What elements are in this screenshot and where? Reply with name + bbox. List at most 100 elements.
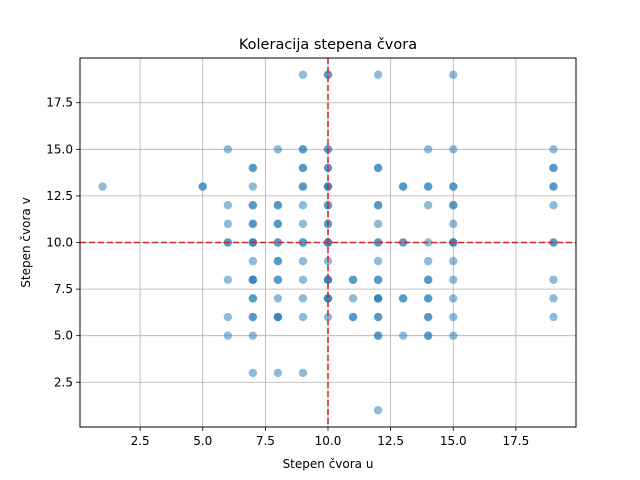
data-point — [398, 182, 408, 191]
data-point — [248, 219, 258, 229]
data-point — [248, 275, 258, 284]
data-point — [424, 312, 433, 322]
data-point — [298, 312, 308, 322]
chart-title: Koleracija stepena čvora — [239, 37, 417, 53]
data-point — [223, 219, 232, 229]
data-point — [248, 163, 258, 173]
data-point — [223, 145, 232, 154]
data-point — [248, 368, 258, 378]
data-point — [273, 275, 283, 284]
data-points — [98, 70, 558, 415]
data-point — [223, 331, 232, 340]
data-point — [98, 182, 107, 191]
y-axis-label: Stepen čvora v — [19, 197, 33, 287]
data-point — [424, 238, 433, 247]
data-point — [373, 331, 383, 340]
data-point — [373, 275, 383, 284]
data-point — [549, 201, 558, 210]
y-tick-label: 2.5 — [54, 375, 73, 389]
data-point — [549, 182, 558, 191]
data-point — [298, 368, 308, 378]
data-point — [373, 294, 383, 303]
data-point — [373, 70, 383, 79]
data-point — [449, 182, 458, 191]
data-point — [248, 182, 258, 191]
data-point — [273, 219, 283, 229]
x-tick-label: 10.0 — [315, 434, 342, 448]
data-point — [373, 201, 383, 210]
data-point — [298, 256, 308, 266]
data-point — [223, 201, 232, 210]
data-point — [424, 256, 433, 266]
data-point — [549, 312, 558, 322]
y-tick-label: 7.5 — [54, 282, 73, 296]
data-point — [449, 256, 458, 266]
data-point — [298, 145, 308, 154]
data-point — [549, 163, 558, 173]
y-tick-label: 12.5 — [46, 189, 73, 203]
data-point — [449, 70, 458, 79]
data-point — [323, 294, 333, 303]
y-tick-label: 15.0 — [46, 142, 73, 156]
data-point — [449, 275, 458, 284]
data-point — [323, 70, 333, 79]
y-tick-label: 17.5 — [46, 96, 73, 110]
x-tick-label: 2.5 — [131, 434, 150, 448]
data-point — [449, 145, 458, 154]
x-axis-ticks: 2.5 5.0 7.5 10.0 12.5 15.0 17.5 — [131, 427, 530, 448]
y-tick-label: 10.0 — [46, 236, 73, 250]
data-point — [549, 294, 558, 303]
data-point — [424, 275, 433, 284]
data-point — [373, 163, 383, 173]
data-point — [298, 294, 308, 303]
data-point — [398, 238, 408, 247]
data-point — [273, 312, 283, 322]
data-point — [398, 294, 408, 303]
data-point — [298, 182, 308, 191]
x-tick-label: 12.5 — [377, 434, 404, 448]
data-point — [424, 331, 433, 340]
data-point — [449, 294, 458, 303]
data-point — [223, 312, 232, 322]
data-point — [348, 312, 358, 322]
data-point — [424, 145, 433, 154]
data-point — [449, 331, 458, 340]
data-point — [248, 312, 258, 322]
y-axis-ticks: 2.5 5.0 7.5 10.0 12.5 15.0 17.5 — [46, 96, 80, 389]
data-point — [273, 256, 283, 266]
data-point — [248, 256, 258, 266]
data-point — [373, 256, 383, 266]
x-axis-label: Stepen čvora u — [283, 457, 374, 471]
data-point — [298, 70, 308, 79]
data-point — [424, 294, 433, 303]
data-point — [449, 219, 458, 229]
data-point — [223, 275, 232, 284]
data-point — [273, 145, 283, 154]
data-point — [298, 201, 308, 210]
data-point — [248, 201, 258, 210]
data-point — [373, 406, 383, 415]
data-point — [298, 163, 308, 173]
data-point — [323, 312, 333, 322]
x-tick-label: 15.0 — [440, 434, 467, 448]
y-tick-label: 5.0 — [54, 329, 73, 343]
data-point — [373, 219, 383, 229]
data-point — [449, 201, 458, 210]
data-point — [273, 238, 283, 247]
data-point — [273, 294, 283, 303]
data-point — [348, 294, 358, 303]
data-point — [248, 294, 258, 303]
data-point — [549, 145, 558, 154]
data-point — [424, 201, 433, 210]
data-point — [298, 275, 308, 284]
data-point — [198, 182, 207, 191]
x-tick-label: 7.5 — [256, 434, 275, 448]
x-tick-label: 17.5 — [503, 434, 530, 448]
data-point — [549, 275, 558, 284]
reference-lines — [80, 58, 576, 427]
data-point — [273, 201, 283, 210]
data-point — [449, 312, 458, 322]
data-point — [273, 368, 283, 378]
